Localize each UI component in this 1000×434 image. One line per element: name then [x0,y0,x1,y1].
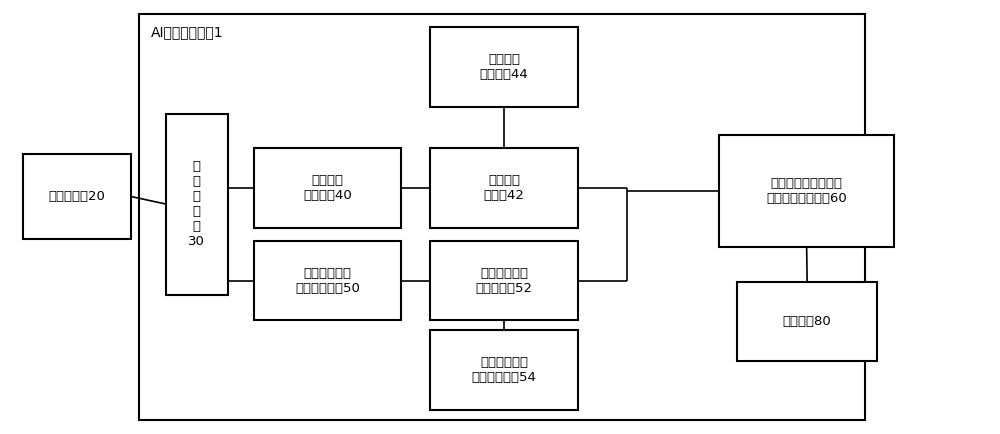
Text: 专注力及放松
数值量测单元50: 专注力及放松 数值量测单元50 [295,266,360,295]
Bar [430,148,578,228]
Text: 气质量表与专注力及
放松数值整合单元60: 气质量表与专注力及 放松数值整合单元60 [766,177,847,205]
Bar [139,14,865,420]
Bar [430,27,578,107]
Bar [254,148,401,228]
Text: 专注力及放松
数值资料库52: 专注力及放松 数值资料库52 [475,266,532,295]
Bar [430,330,578,410]
Bar [254,241,401,320]
Text: AI分群整合机构1: AI分群整合机构1 [151,25,224,39]
Text: 比对单元80: 比对单元80 [783,315,832,328]
Bar [430,241,578,320]
Text: 气质量表
测试单元40: 气质量表 测试单元40 [303,174,352,202]
Bar [737,282,877,362]
Text: 气质量表
资料库42: 气质量表 资料库42 [484,174,524,202]
Bar [166,114,228,295]
Bar [23,155,131,239]
Text: 气质量表
分析单元44: 气质量表 分析单元44 [480,53,528,81]
Bar [719,135,894,247]
Text: 受测者单元20: 受测者单元20 [49,190,106,203]
Text: 受
测
者
界
面
30: 受 测 者 界 面 30 [188,160,205,248]
Text: 专注力及放松
数值分析单元54: 专注力及放松 数值分析单元54 [472,356,536,384]
